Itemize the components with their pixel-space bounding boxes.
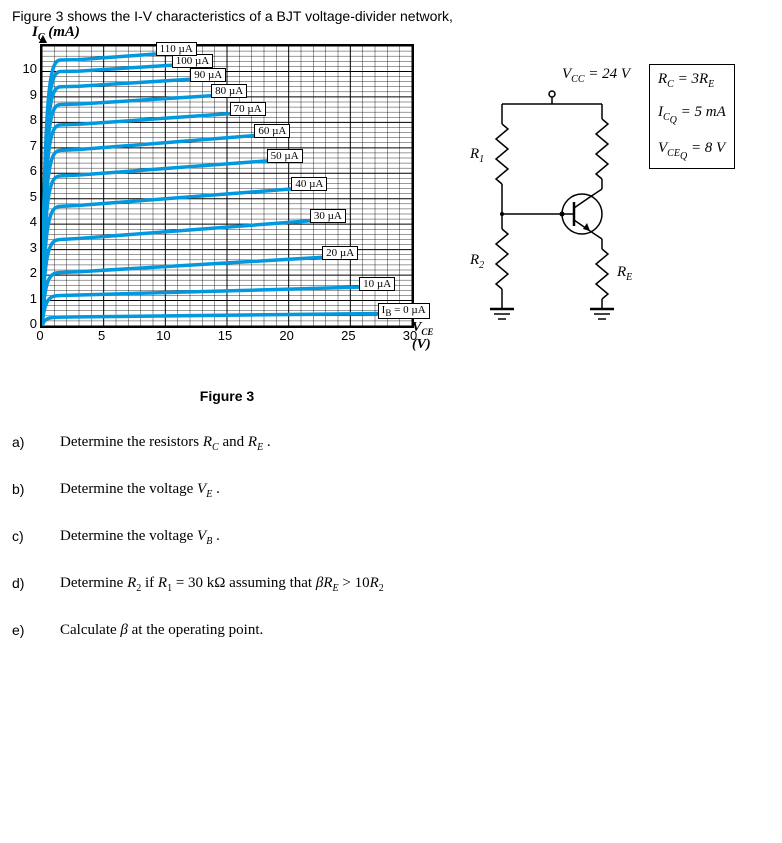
y-tick: 9 (17, 87, 37, 102)
y-tick: 2 (17, 265, 37, 280)
r1-label: R1 (470, 146, 484, 165)
curve-label: 90 µA (190, 68, 226, 82)
figure-caption: Figure 3 (12, 388, 442, 404)
curve-label: 10 µA (359, 277, 395, 291)
question-label: e) (12, 622, 36, 638)
curve-label: 70 µA (230, 102, 266, 116)
curve-label: IB = 0 µA (378, 303, 430, 319)
question-label: d) (12, 575, 36, 591)
question-text: Calculate β at the operating point. (60, 622, 263, 639)
r2-label: R2 (470, 252, 484, 271)
vcc-label: VCC = 24 V (562, 66, 630, 85)
given-values-box: RC = 3RE ICQ = 5 mA VCEQ = 8 V (649, 64, 735, 169)
x-tick: 20 (275, 328, 299, 343)
y-tick: 3 (17, 240, 37, 255)
rc-eq-row: RC = 3RE (658, 71, 726, 90)
y-tick: 10 (17, 61, 37, 76)
question-label: a) (12, 434, 36, 450)
vceq-row: VCEQ = 8 V (658, 140, 726, 162)
curve-label: 40 µA (291, 177, 327, 191)
iv-chart: ▲ IC (mA) VCE (V) 0123456789100510152025… (12, 34, 442, 374)
curve-label: 110 µA (156, 42, 197, 56)
y-tick: 5 (17, 189, 37, 204)
question-text: Determine the resistors RC and RE . (60, 434, 271, 453)
question-row: b) Determine the voltage VE . (12, 481, 770, 500)
y-axis-title: IC (mA) (32, 24, 80, 43)
curve-label: 50 µA (267, 149, 303, 163)
curve-label: 30 µA (310, 209, 346, 223)
question-label: b) (12, 481, 36, 497)
curve-label: 80 µA (211, 84, 247, 98)
x-tick: 0 (28, 328, 52, 343)
question-row: a) Determine the resistors RC and RE . (12, 434, 770, 453)
curve-label: 20 µA (322, 246, 358, 260)
question-label: c) (12, 528, 36, 544)
question-text: Determine the voltage VB . (60, 528, 220, 547)
y-tick: 4 (17, 214, 37, 229)
y-tick: 8 (17, 112, 37, 127)
question-row: d) Determine R2 if R1 = 30 kΩ assuming th… (12, 575, 770, 594)
curve-label: 60 µA (254, 124, 290, 138)
x-tick: 5 (90, 328, 114, 343)
question-text: Determine R2 if R1 = 30 kΩ assuming that… (60, 575, 384, 594)
x-tick: 25 (336, 328, 360, 343)
x-tick: 15 (213, 328, 237, 343)
question-row: e) Calculate β at the operating point. (12, 622, 770, 639)
questions-list: a) Determine the resistors RC and RE . b) D… (12, 434, 770, 639)
question-text: Determine the voltage VE . (60, 481, 220, 500)
y-tick: 6 (17, 163, 37, 178)
intro-text: Figure 3 shows the I-V characteristics o… (12, 8, 770, 24)
y-tick: 7 (17, 138, 37, 153)
x-tick: 30 (398, 328, 422, 343)
x-tick: 10 (151, 328, 175, 343)
circuit-diagram: VCC = 24 V R1 R2 RE (462, 64, 637, 334)
y-tick: 1 (17, 291, 37, 306)
icq-row: ICQ = 5 mA (658, 104, 726, 126)
question-row: c) Determine the voltage VB . (12, 528, 770, 547)
re-label: RE (617, 264, 632, 283)
